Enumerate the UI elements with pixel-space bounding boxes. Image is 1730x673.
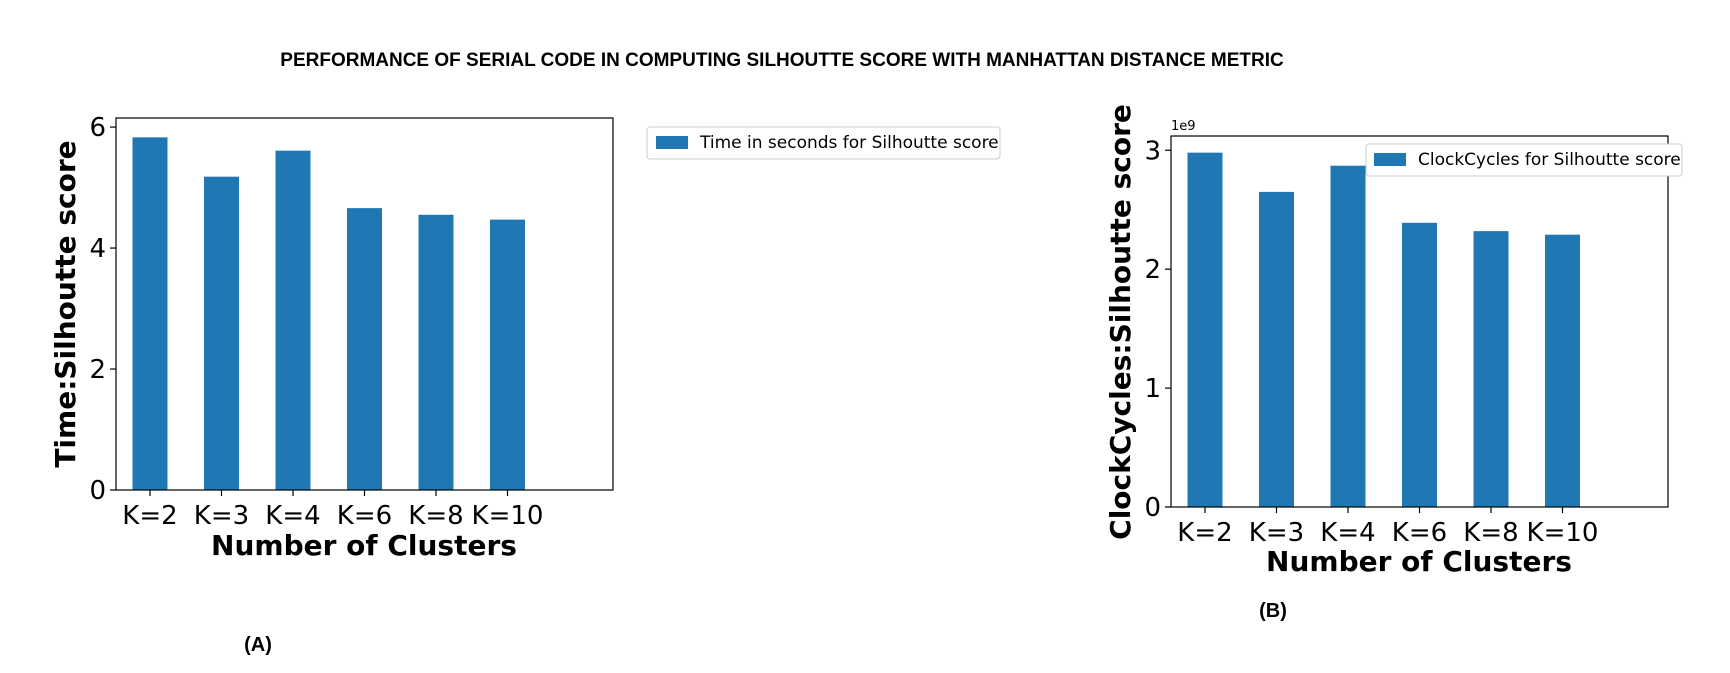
chart-a-y-axis-label: Time:Silhoutte score — [49, 140, 82, 467]
chart-a-bar-k3 — [204, 176, 239, 491]
chart-b-x-tick-label: K=4 — [1320, 518, 1375, 548]
chart-b-x-tick-label: K=2 — [1177, 518, 1232, 548]
chart-b-legend-label: ClockCycles for Silhoutte score — [1418, 150, 1681, 170]
chart-a-panel-label: (A) — [244, 634, 272, 656]
chart-a-x-tick-label: K=4 — [265, 501, 320, 531]
chart-a-x-tick-label: K=2 — [122, 501, 177, 531]
chart-b-y-axis: 0 1 2 3 — [1144, 136, 1171, 523]
chart-b-x-axis: K=2 K=3 K=4 K=6 K=8 K=10 — [1177, 507, 1598, 548]
chart-b-y-offset-label: 1e9 — [1171, 119, 1196, 134]
chart-a-bar-k10 — [490, 219, 525, 490]
chart-a-x-tick-label: K=3 — [194, 501, 249, 531]
chart-a: 0 2 4 6 K=2 K=3 K=4 K=6 K=8 K=10 Number of Clust… — [49, 113, 1001, 656]
chart-b-y-tick-label: 3 — [1144, 136, 1161, 166]
chart-a-x-axis: K=2 K=3 K=4 K=6 K=8 K=10 — [122, 490, 543, 531]
chart-b-y-tick-label: 0 — [1144, 493, 1161, 523]
figure-title: PERFORMANCE OF SERIAL CODE IN COMPUTING … — [280, 50, 1284, 71]
chart-a-y-tick-label: 2 — [89, 355, 106, 385]
chart-a-y-axis: 0 2 4 6 — [89, 113, 116, 506]
chart-a-x-tick-label: K=8 — [408, 501, 463, 531]
chart-b-bar-k2 — [1187, 152, 1223, 507]
chart-a-bars — [132, 137, 525, 491]
chart-a-legend-swatch — [656, 136, 688, 149]
chart-b-y-tick-label: 1 — [1144, 374, 1161, 404]
chart-b-bar-k3 — [1259, 191, 1294, 507]
chart-a-y-tick-label: 6 — [89, 113, 106, 143]
chart-b-x-tick-label: K=8 — [1463, 518, 1518, 548]
chart-a-bar-k8 — [418, 214, 454, 490]
chart-b-bars — [1187, 152, 1580, 508]
chart-b-legend-swatch — [1374, 153, 1406, 166]
chart-b-y-tick-label: 2 — [1144, 255, 1161, 285]
chart-b-legend-box — [1365, 143, 1683, 177]
chart-a-bar-k4 — [275, 150, 311, 490]
chart-a-x-tick-label: K=6 — [337, 501, 392, 531]
chart-b-x-tick-label: K=6 — [1392, 518, 1447, 548]
chart-a-x-tick-label: K=10 — [472, 501, 544, 531]
chart-a-legend: Time in seconds for Silhoutte score — [646, 126, 1001, 160]
chart-b: 0 1 2 3 K=2 K=3 K=4 K=6 K=8 K=10 1e9 Number of C… — [1104, 104, 1683, 622]
chart-b-bar-k4 — [1330, 165, 1366, 507]
chart-a-legend-label: Time in seconds for Silhoutte score — [699, 133, 999, 153]
chart-b-x-axis-label: Number of Clusters — [1266, 545, 1572, 578]
chart-a-bar-k6 — [347, 208, 382, 490]
chart-b-bar-k6 — [1402, 222, 1437, 507]
chart-a-x-axis-label: Number of Clusters — [211, 529, 517, 562]
chart-b-panel-label: (B) — [1259, 600, 1287, 622]
chart-a-y-tick-label: 4 — [89, 234, 106, 264]
chart-a-y-tick-label: 0 — [89, 476, 106, 506]
chart-b-bar-k10 — [1545, 234, 1580, 508]
chart-a-legend-box — [646, 126, 1001, 160]
chart-a-bar-k2 — [132, 137, 168, 491]
chart-b-x-tick-label: K=10 — [1527, 518, 1599, 548]
chart-b-bar-k8 — [1473, 231, 1509, 507]
chart-b-y-axis-label: ClockCycles:Silhoutte score — [1104, 104, 1137, 540]
chart-b-legend: ClockCycles for Silhoutte score — [1365, 143, 1683, 177]
chart-b-x-tick-label: K=3 — [1249, 518, 1304, 548]
